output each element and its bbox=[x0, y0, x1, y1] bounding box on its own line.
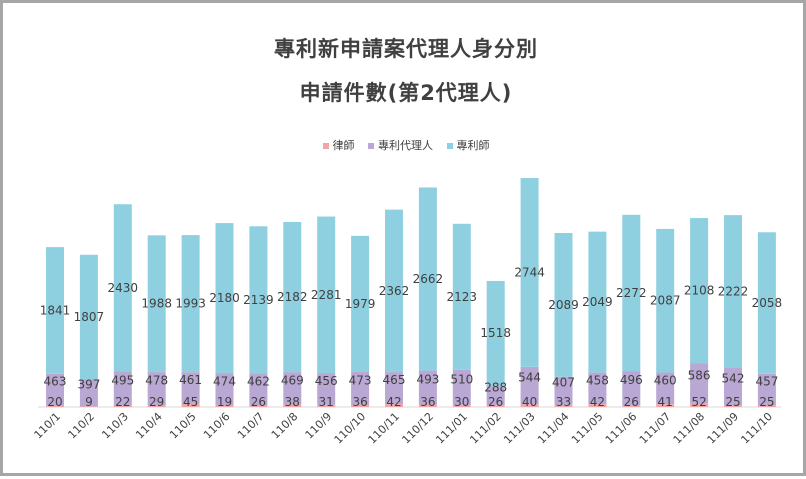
data-label-patent-attorney: 2182 bbox=[277, 290, 308, 304]
data-label-lawyer: 38 bbox=[285, 395, 300, 409]
data-label-patent-agent: 474 bbox=[213, 374, 236, 388]
data-label-patent-attorney: 1518 bbox=[480, 326, 511, 340]
data-label-lawyer: 42 bbox=[386, 395, 401, 409]
data-label-patent-attorney: 2662 bbox=[413, 272, 444, 286]
data-label-patent-agent: 478 bbox=[145, 374, 168, 388]
data-label-patent-agent: 457 bbox=[755, 375, 778, 389]
x-tick-label: 111/03 bbox=[501, 410, 538, 447]
x-tick-label: 111/09 bbox=[705, 410, 742, 447]
data-label-patent-attorney: 2362 bbox=[379, 284, 410, 298]
data-label-lawyer: 26 bbox=[488, 395, 503, 409]
data-label-patent-agent: 463 bbox=[44, 375, 67, 389]
data-label-patent-agent: 460 bbox=[654, 373, 677, 387]
x-tick-label: 111/04 bbox=[535, 410, 572, 447]
x-tick-label: 110/2 bbox=[65, 410, 97, 442]
x-tick-label: 110/4 bbox=[133, 410, 165, 442]
data-label-patent-agent: 465 bbox=[383, 373, 406, 387]
data-label-patent-agent: 462 bbox=[247, 374, 270, 388]
data-label-lawyer: 26 bbox=[251, 395, 266, 409]
data-label-patent-attorney: 1979 bbox=[345, 297, 376, 311]
data-label-lawyer: 25 bbox=[759, 395, 774, 409]
x-tick-label: 110/8 bbox=[269, 410, 301, 442]
data-label-patent-agent: 496 bbox=[620, 373, 643, 387]
data-label-patent-agent: 397 bbox=[77, 378, 100, 392]
data-label-patent-agent: 469 bbox=[281, 373, 304, 387]
data-label-patent-attorney: 2087 bbox=[650, 294, 681, 308]
data-label-patent-agent: 586 bbox=[688, 368, 711, 382]
data-label-patent-attorney: 2108 bbox=[684, 284, 715, 298]
data-label-patent-agent: 542 bbox=[722, 372, 745, 386]
data-label-lawyer: 31 bbox=[319, 395, 334, 409]
data-label-patent-attorney: 2430 bbox=[108, 281, 139, 295]
x-tick-label: 110/9 bbox=[303, 410, 335, 442]
data-label-lawyer: 52 bbox=[691, 395, 706, 409]
data-label-lawyer: 33 bbox=[556, 395, 571, 409]
x-tick-label: 111/07 bbox=[637, 410, 674, 447]
data-label-lawyer: 25 bbox=[725, 395, 740, 409]
x-tick-label: 110/7 bbox=[235, 410, 267, 442]
plot-area: 20 463 1841 110/1 9 397 1807 110/2 22 495 2430 110/… bbox=[3, 3, 806, 479]
data-label-lawyer: 26 bbox=[624, 395, 639, 409]
data-label-patent-attorney: 1988 bbox=[141, 297, 172, 311]
x-tick-label: 111/06 bbox=[603, 410, 640, 447]
data-label-patent-agent: 544 bbox=[518, 371, 541, 385]
data-label-patent-agent: 288 bbox=[484, 380, 507, 394]
data-label-patent-agent: 461 bbox=[179, 373, 202, 387]
data-label-patent-agent: 493 bbox=[416, 373, 439, 387]
x-tick-label: 110/1 bbox=[32, 410, 64, 442]
data-label-patent-attorney: 2049 bbox=[582, 295, 613, 309]
data-label-patent-attorney: 1841 bbox=[40, 303, 71, 317]
data-label-patent-attorney: 1807 bbox=[74, 310, 105, 324]
data-label-patent-attorney: 2222 bbox=[718, 285, 749, 299]
data-label-lawyer: 42 bbox=[590, 395, 605, 409]
data-label-lawyer: 19 bbox=[217, 395, 232, 409]
data-label-patent-agent: 510 bbox=[450, 372, 473, 386]
x-tick-label: 111/01 bbox=[433, 410, 470, 447]
x-tick-label: 111/02 bbox=[467, 410, 504, 447]
data-label-lawyer: 41 bbox=[658, 395, 673, 409]
data-label-lawyer: 30 bbox=[454, 395, 469, 409]
data-label-patent-attorney: 2744 bbox=[514, 265, 545, 279]
data-label-patent-attorney: 2139 bbox=[243, 293, 274, 307]
data-label-patent-attorney: 2272 bbox=[616, 286, 647, 300]
x-tick-label: 111/05 bbox=[569, 410, 606, 447]
data-label-patent-attorney: 2180 bbox=[209, 291, 240, 305]
data-label-lawyer: 45 bbox=[183, 395, 198, 409]
x-tick-label: 110/6 bbox=[201, 410, 233, 442]
data-label-patent-agent: 473 bbox=[349, 373, 372, 387]
x-tick-label: 111/10 bbox=[738, 410, 775, 447]
data-label-patent-attorney: 2089 bbox=[548, 298, 579, 312]
x-tick-label: 110/12 bbox=[399, 410, 436, 447]
data-label-patent-attorney: 2058 bbox=[752, 296, 783, 310]
data-label-lawyer: 36 bbox=[420, 395, 435, 409]
data-label-patent-attorney: 2123 bbox=[447, 290, 478, 304]
x-tick-label: 110/10 bbox=[332, 410, 369, 447]
x-tick-label: 110/3 bbox=[99, 410, 131, 442]
data-label-patent-attorney: 1993 bbox=[175, 297, 206, 311]
data-label-lawyer: 36 bbox=[352, 395, 367, 409]
x-tick-label: 110/11 bbox=[366, 410, 403, 447]
data-label-patent-agent: 407 bbox=[552, 376, 575, 390]
data-label-lawyer: 22 bbox=[115, 395, 130, 409]
data-label-lawyer: 40 bbox=[522, 395, 537, 409]
data-label-patent-agent: 495 bbox=[111, 373, 134, 387]
x-tick-label: 111/08 bbox=[671, 410, 708, 447]
data-label-patent-agent: 458 bbox=[586, 373, 609, 387]
data-label-patent-attorney: 2281 bbox=[311, 288, 342, 302]
data-label-patent-agent: 456 bbox=[315, 374, 338, 388]
data-label-lawyer: 9 bbox=[85, 395, 93, 409]
data-label-lawyer: 20 bbox=[47, 395, 62, 409]
x-tick-label: 110/5 bbox=[167, 410, 199, 442]
data-label-lawyer: 29 bbox=[149, 395, 164, 409]
